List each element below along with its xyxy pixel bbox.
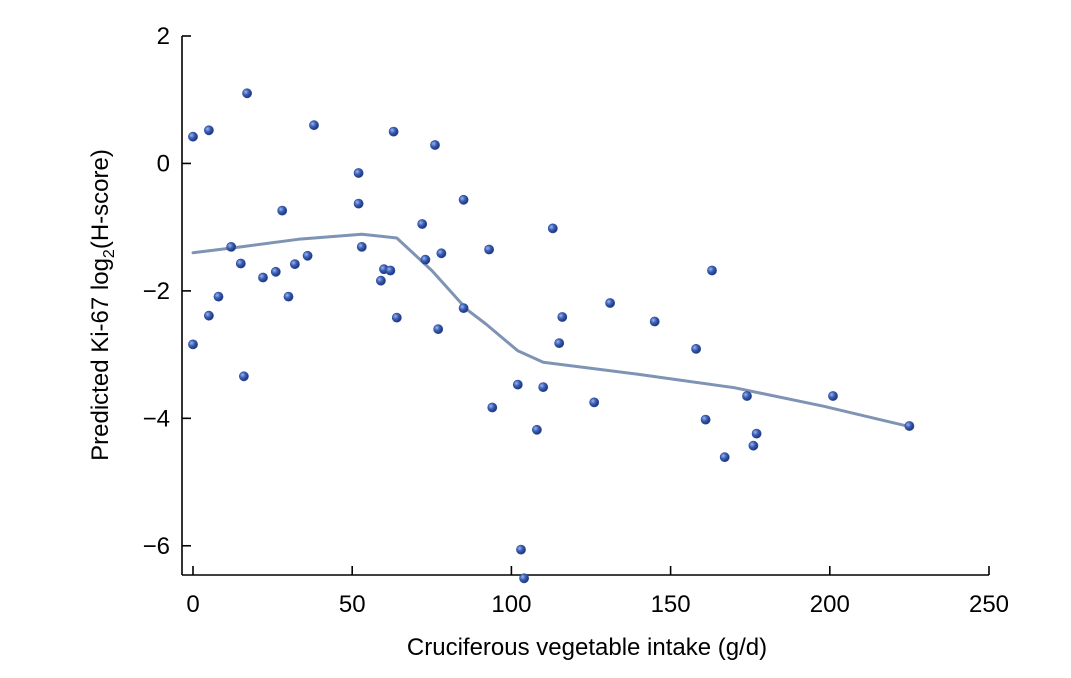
y-tick-label: −4 <box>143 405 170 432</box>
data-point <box>270 266 281 277</box>
y-axis-label: Predicted Ki-67 log2(H-score) <box>87 149 118 461</box>
data-point <box>391 312 402 323</box>
data-point <box>512 379 523 390</box>
data-point <box>188 339 198 350</box>
data-point <box>213 291 224 302</box>
data-point <box>538 382 549 392</box>
data-point <box>557 312 568 322</box>
x-tick-label: 250 <box>969 591 1009 618</box>
data-point <box>589 397 600 408</box>
data-point <box>289 259 300 269</box>
y-tick-label: −6 <box>143 533 170 560</box>
y-axis-label-subscript: 2 <box>101 249 118 258</box>
data-point <box>828 391 838 401</box>
data-point <box>375 275 386 286</box>
points-layer <box>188 88 915 584</box>
data-point <box>516 544 526 555</box>
data-point <box>302 250 313 261</box>
data-point <box>242 88 252 99</box>
data-point <box>388 126 399 137</box>
data-point <box>235 258 246 269</box>
data-point <box>605 298 615 308</box>
data-point <box>353 198 364 209</box>
x-tick-label: 200 <box>810 591 850 618</box>
x-tick-label: 150 <box>651 591 691 618</box>
data-point <box>203 125 214 136</box>
trend-line <box>191 232 911 429</box>
x-axis-label: Cruciferous vegetable intake (g/d) <box>407 634 767 661</box>
y-tick-label: −2 <box>143 278 170 305</box>
data-point <box>554 338 565 348</box>
data-point <box>353 168 364 178</box>
data-point <box>748 440 759 451</box>
data-point <box>203 310 214 321</box>
data-point <box>258 272 268 283</box>
data-point <box>430 140 440 150</box>
data-point <box>188 131 198 142</box>
data-point <box>484 244 494 255</box>
axes: 2 0 −2 −4 −6 0 50 100 150 200 250 <box>143 23 1009 618</box>
data-point <box>417 219 428 229</box>
data-point <box>238 371 249 382</box>
data-point <box>433 324 444 334</box>
data-point <box>487 402 498 413</box>
data-point <box>700 414 711 425</box>
data-point <box>420 254 431 265</box>
data-point <box>356 241 367 252</box>
data-point <box>458 194 469 205</box>
data-point <box>532 424 542 435</box>
y-axis-label-main: Predicted Ki-67 log <box>87 258 114 461</box>
data-point <box>751 428 762 439</box>
data-point <box>904 421 915 431</box>
x-tick-label: 100 <box>491 591 531 618</box>
data-point <box>707 265 717 276</box>
data-point <box>547 223 558 234</box>
data-point <box>458 303 469 313</box>
y-tick-label: 0 <box>157 150 170 177</box>
data-point <box>649 316 660 327</box>
data-point <box>719 452 730 463</box>
x-tick-label: 0 <box>186 591 199 618</box>
data-point <box>436 248 447 259</box>
x-tick-label: 50 <box>339 591 366 618</box>
data-point <box>309 120 319 131</box>
y-axis-label-suffix: (H-score) <box>87 149 114 249</box>
data-point <box>691 343 701 354</box>
data-point <box>519 573 529 584</box>
trend-layer <box>191 232 911 429</box>
data-point <box>226 241 237 252</box>
data-point <box>742 391 752 401</box>
y-tick-label: 2 <box>157 23 170 50</box>
data-point <box>277 205 288 216</box>
data-point <box>385 265 396 276</box>
data-point <box>283 291 294 302</box>
